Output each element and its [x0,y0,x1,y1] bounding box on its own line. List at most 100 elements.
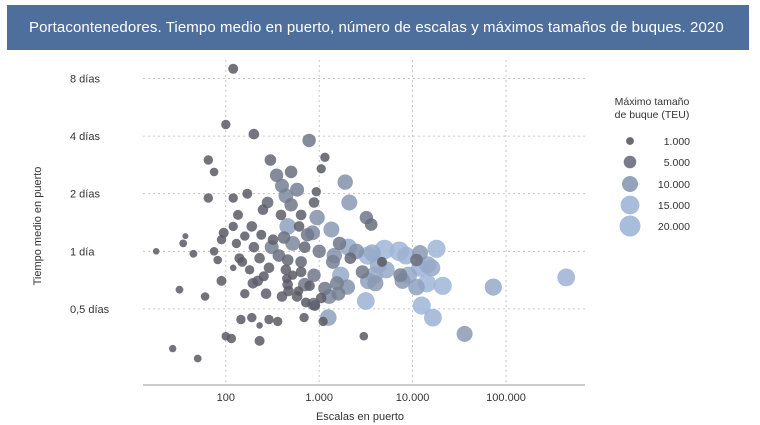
data-point [228,221,238,232]
data-point [275,209,287,221]
data-point [367,275,384,292]
data-point [427,239,446,258]
data-point [410,253,423,267]
data-point [295,209,307,221]
data-point [283,285,294,297]
data-point [264,314,274,325]
data-point [216,275,227,286]
legend-marker-0 [626,137,634,145]
x-tick-label-3: 100.000 [486,392,526,404]
y-tick-label-2: 2 días [70,189,100,201]
y-tick-label-1: 4 días [70,131,100,143]
data-point [240,231,250,241]
data-point [269,168,284,182]
x-tick-label-2: 10.000 [396,392,430,404]
data-point [320,152,330,162]
data-point [293,221,305,232]
data-point [325,254,340,269]
data-point [284,165,298,179]
data-point [246,221,258,232]
data-point [309,209,325,226]
data-point [248,128,260,140]
data-point [330,276,344,291]
legend-marker-1 [623,155,637,169]
data-point [299,312,309,323]
data-point [203,193,213,203]
data-point [256,229,267,240]
data-point [209,247,219,256]
data-point [216,235,227,245]
data-point [221,119,231,130]
data-point [293,286,304,296]
data-point [316,164,326,174]
data-point [288,270,298,280]
data-point [412,296,431,315]
y-axis-title: Tiempo medio en puerto [32,167,44,286]
data-point [233,209,243,220]
data-point [193,354,202,363]
data-point [284,198,298,212]
data-point [337,174,353,190]
data-point [281,254,294,266]
data-point [295,266,307,278]
data-point [356,292,375,310]
x-tick-label-1: 1.000 [305,392,333,404]
x-tick-label-0: 100 [217,392,235,404]
data-point [359,331,369,341]
chart-title: Portacontenedores. Tiempo medio en puert… [7,5,749,50]
data-point [300,228,315,242]
data-points [152,63,576,363]
data-point [189,249,198,258]
y-tick-label-3: 1 día [70,246,95,258]
data-point [304,280,315,292]
data-point [302,133,316,148]
legend-label-2: 10.000 [658,179,690,191]
data-point [247,312,257,323]
data-point [248,241,260,253]
data-point [203,155,213,165]
data-point [263,262,275,274]
data-point [258,271,269,282]
y-tick-label-4: 0,5 días [70,304,110,316]
legend-label-3: 15.000 [658,200,690,212]
data-point [209,167,219,177]
data-point [221,331,231,341]
data-point [244,265,255,275]
legend-marker-3 [620,195,640,215]
data-point [364,218,378,231]
data-point [169,344,177,353]
x-axis-title: Escalas en puerto [316,411,404,423]
data-point [260,288,272,300]
data-point [295,256,307,268]
data-point [315,292,327,304]
data-point [182,233,189,240]
data-point [256,322,263,329]
data-point [275,178,289,193]
data-point [280,264,292,276]
data-point [200,292,210,301]
data-point [423,259,441,277]
data-point [240,289,250,299]
data-point [254,335,265,346]
data-point [424,308,442,327]
legend-title-line1: Máximo tamaño [615,96,690,108]
legend: Máximo tamaño de buque (TEU) 1.000 5.000 1… [615,96,690,237]
data-point [318,281,332,296]
data-point [264,154,277,166]
data-point [213,255,222,265]
data-point [341,194,358,211]
data-point [311,187,321,197]
data-point [231,238,242,249]
y-tick-label-0: 8 días [70,74,100,86]
data-point [456,325,473,342]
data-point [312,244,326,258]
data-point [228,193,238,203]
data-point [318,316,328,327]
data-point [309,300,321,311]
data-point [179,239,188,248]
data-point [254,252,265,264]
data-point [300,297,311,308]
data-point [273,316,283,327]
data-point [377,256,387,267]
